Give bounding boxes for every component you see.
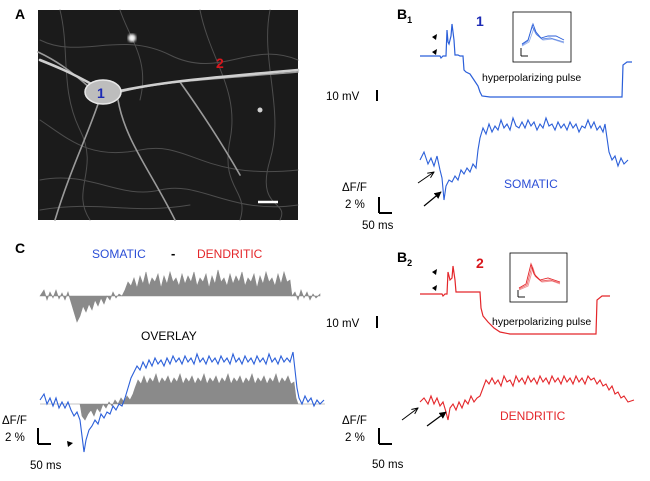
panel-c-label: C (15, 240, 25, 256)
b2-arrowhead-2 (432, 285, 437, 291)
site-1-label: 1 (97, 85, 105, 101)
b2-inset-traces (518, 262, 561, 291)
b2-scale-df: 2 % (345, 432, 365, 444)
c-overlay-label: OVERLAY (141, 329, 197, 343)
b2-annotation-pulse: hyperpolarizing pulse (492, 316, 591, 328)
panel-b2: B2 2 hyperpolarizing pulse 10 mV DENDRIT… (326, 249, 635, 471)
c-df-label: ΔF/F (2, 415, 27, 427)
site-2-label: 2 (216, 55, 224, 71)
b1-scale-time: 50 ms (362, 220, 394, 232)
b1-voltage-trace (420, 23, 632, 98)
c-overlay-somatic (39, 351, 325, 453)
b2-df-label: ΔF/F (342, 415, 367, 427)
b2-scale-time: 50 ms (372, 459, 404, 471)
b1-trace-label: SOMATIC (504, 177, 558, 191)
panel-a: A (15, 6, 300, 221)
c-difference-trace (39, 269, 321, 323)
b1-optical-trace (419, 116, 629, 201)
panel-a-label: A (15, 6, 25, 22)
b2-optical-trace (419, 374, 635, 421)
c-scale-time: 50 ms (30, 460, 62, 472)
c-title-somatic: SOMATIC (92, 247, 146, 261)
micrograph (38, 10, 298, 220)
panel-b1-label: B1 (397, 6, 412, 25)
panel-b1: B1 1 hyperpolarizing pulse 10 mV SOMATIC… (326, 6, 632, 232)
b1-closed-arrow (423, 191, 442, 207)
b1-site-label: 1 (476, 13, 484, 29)
b1-inset-traces (521, 22, 565, 47)
b2-closed-arrow (426, 411, 447, 427)
panel-c: C SOMATIC - DENDRITIC OVERLAY ΔF/F 2 % 5… (2, 240, 325, 472)
c-title-dendritic: DENDRITIC (197, 247, 263, 261)
b1-scale-voltage: 10 mV (326, 91, 360, 103)
b1-annotation-pulse: hyperpolarizing pulse (482, 72, 581, 84)
panel-b2-label: B2 (397, 249, 412, 268)
b2-site-label: 2 (476, 255, 484, 271)
neuron-image (37, 9, 300, 221)
b2-scale-voltage: 10 mV (326, 318, 360, 330)
b2-trace-label: DENDRITIC (500, 409, 566, 423)
b2-voltage-trace (420, 265, 610, 335)
c-title-minus: - (171, 246, 175, 261)
b2-arrowhead-1 (432, 269, 437, 275)
b1-inset (512, 11, 572, 63)
c-overlay-dendritic (40, 373, 325, 421)
b1-arrowhead-1 (432, 34, 437, 40)
b1-df-label: ΔF/F (342, 182, 367, 194)
b2-inset (509, 252, 568, 303)
b1-arrowhead-2 (432, 49, 437, 55)
b1-scale-df: 2 % (345, 199, 365, 211)
b1-open-arrow (417, 172, 434, 184)
b2-open-arrow (401, 408, 418, 421)
c-scale-df: 2 % (5, 432, 25, 444)
c-arrowhead (67, 441, 73, 447)
